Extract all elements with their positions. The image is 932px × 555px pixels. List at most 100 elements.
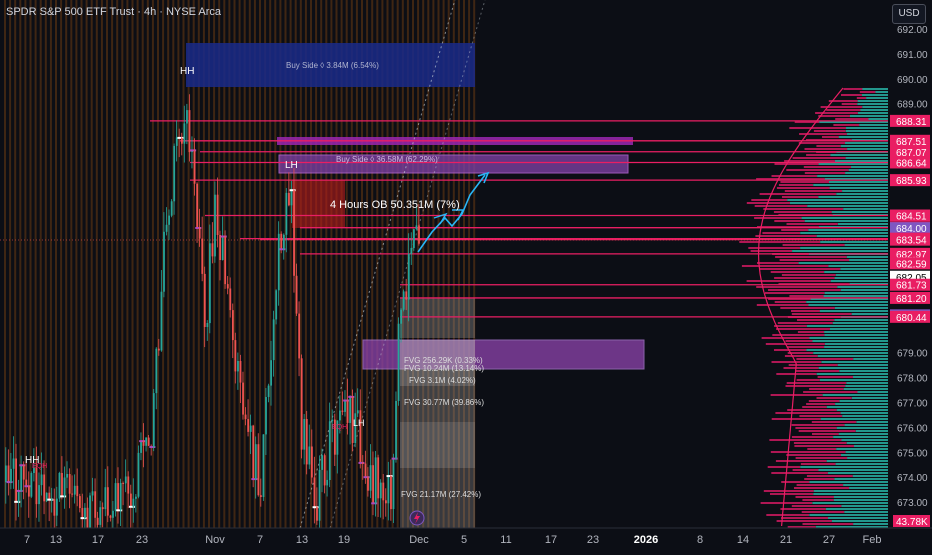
candle-body	[56, 498, 58, 516]
candle-body	[400, 309, 403, 324]
volume-profile-bar	[856, 97, 867, 99]
symbol-title[interactable]: SPDR S&P 500 ETF Trust · 4h · NYSE Arca	[6, 6, 221, 18]
time-axis-background	[0, 528, 932, 550]
price-axis-tick: 690.00	[897, 75, 928, 86]
volume-profile-bar	[791, 313, 852, 315]
session-stripe	[146, 0, 149, 528]
volume-profile-bar	[791, 310, 820, 312]
volume-profile-bar	[843, 88, 863, 90]
volume-profile-bar	[797, 319, 835, 321]
volume-profile-bar	[828, 265, 888, 267]
currency-button[interactable]: USD	[892, 4, 926, 24]
candle-body	[86, 507, 89, 528]
volume-profile-bar	[851, 313, 888, 315]
candle-body	[152, 393, 155, 447]
session-stripe	[131, 0, 134, 528]
price-level-badge	[890, 156, 930, 169]
volume-profile-bar	[794, 487, 850, 489]
candle-body	[336, 420, 339, 455]
volume-profile-bar	[791, 424, 845, 426]
volume-profile-bar	[825, 508, 888, 510]
session-stripe	[141, 0, 144, 528]
candle-body	[76, 485, 79, 497]
volume-profile-bar	[786, 346, 825, 348]
volume-profile-bar	[837, 286, 888, 288]
candle-body	[237, 361, 239, 372]
volume-profile-bar	[776, 328, 830, 330]
candle-body	[43, 474, 46, 502]
volume-profile-bar	[776, 520, 832, 522]
price-axis-tick: 689.00	[897, 100, 928, 111]
candle-body	[173, 145, 176, 202]
session-stripe	[371, 0, 374, 528]
session-stripe	[90, 0, 93, 528]
session-stripe	[473, 0, 476, 528]
candle-body	[61, 473, 63, 497]
candle-body	[341, 410, 344, 412]
volume-profile-bar	[772, 334, 825, 336]
candle-body	[303, 419, 306, 450]
volume-profile-bar	[806, 403, 836, 405]
volume-profile-bar	[776, 187, 830, 189]
time-axis-label: 17	[545, 534, 557, 546]
volume-profile-bar	[771, 175, 818, 177]
volume-profile-bar	[835, 463, 888, 465]
volume-profile-bar	[826, 460, 888, 462]
volume-profile-bar	[849, 283, 888, 285]
volume-profile-bar	[799, 133, 847, 135]
price-level-badge-text: 687.51	[896, 137, 927, 148]
volume-profile-bar	[804, 478, 835, 480]
session-stripe	[187, 0, 190, 528]
volume-profile-bar	[851, 397, 888, 399]
volume-profile-bar	[795, 457, 848, 459]
volume-profile-bar	[836, 427, 888, 429]
lh-label-top: LH	[285, 160, 298, 171]
volume-profile-bar	[844, 511, 888, 513]
candle-body	[117, 483, 119, 511]
price-level-badge-text: 688.31	[896, 117, 927, 128]
volume-profile-bar	[797, 331, 825, 333]
candle-body	[356, 410, 359, 414]
volume-profile-bar	[855, 430, 888, 432]
volume-profile-bar	[795, 370, 840, 372]
volume-profile-bar	[806, 301, 888, 303]
volume-profile-bar	[828, 517, 888, 519]
volume-profile-bar	[775, 460, 827, 462]
volume-profile-bar	[824, 271, 888, 273]
volume-profile-bar	[839, 370, 888, 372]
session-stripe	[4, 0, 6, 528]
eqh-label-left: EQH	[32, 463, 48, 470]
volume-profile-bar	[756, 286, 838, 288]
volume-profile-bar	[808, 304, 888, 306]
volume-profile-bar	[787, 409, 837, 411]
candle-body	[5, 465, 7, 483]
price-level-badge	[890, 145, 930, 158]
candle-body	[331, 419, 334, 422]
volume-profile-bar	[815, 526, 888, 528]
price-level-badge	[890, 114, 930, 127]
session-stripe	[279, 0, 282, 528]
volume-profile-bar	[851, 139, 888, 141]
session-stripe	[182, 0, 185, 528]
volume-profile-bar	[822, 394, 888, 396]
volume-profile-bar	[824, 334, 888, 336]
volume-profile-bar	[846, 127, 888, 129]
candle-body	[53, 499, 56, 516]
candle-body	[48, 492, 51, 500]
candle-body	[175, 137, 178, 146]
volume-profile-bar	[809, 388, 844, 390]
session-stripe	[19, 0, 22, 528]
candle-body	[155, 348, 158, 394]
candle-body	[285, 192, 288, 235]
volume-profile-bar	[848, 169, 888, 171]
candle-body	[410, 248, 413, 254]
volume-profile-bar	[875, 91, 888, 93]
session-stripe	[70, 0, 73, 528]
volume-profile-bar	[774, 277, 835, 279]
session-stripe	[320, 0, 323, 528]
price-level-badge	[890, 257, 930, 270]
volume-profile-bar	[759, 193, 837, 195]
buy-side-label-mid: Buy Side ◊ 36.58M (62.29%)	[336, 155, 438, 164]
